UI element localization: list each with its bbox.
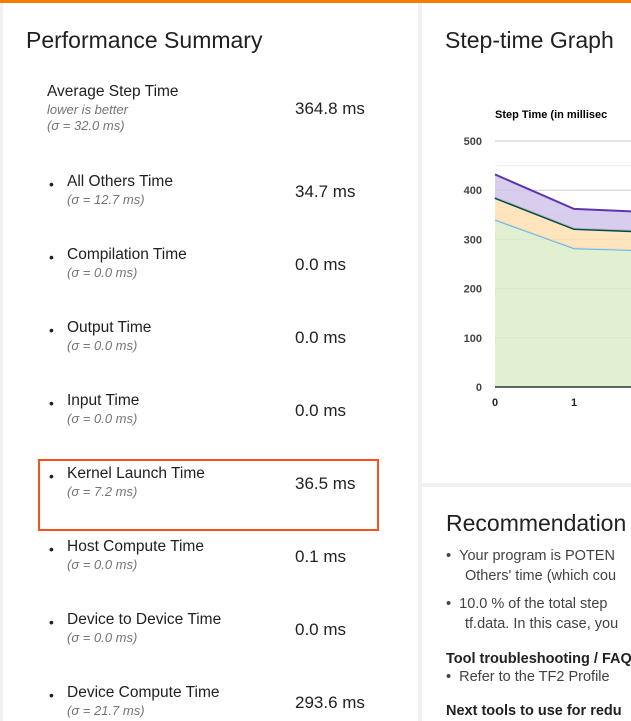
- bullet: •: [49, 541, 54, 557]
- metric-value: 36.5 ms: [295, 474, 356, 493]
- area-series-3: [495, 174, 631, 231]
- metric-value: 34.7 ms: [295, 182, 356, 201]
- metric-sigma: (σ = 0.0 ms): [67, 411, 138, 426]
- metric-sigma: (σ = 0.0 ms): [67, 338, 138, 353]
- metric-name: Input Time: [67, 392, 140, 409]
- bullet: •: [49, 322, 54, 338]
- metric-value: 0.0 ms: [295, 328, 347, 347]
- metric-name: Average Step Time: [47, 83, 179, 100]
- bullet: •: [49, 249, 54, 265]
- summary-title: Performance Summary: [26, 27, 263, 53]
- metric-sigma: (σ = 0.0 ms): [67, 265, 138, 280]
- y-tick-label: 0: [476, 382, 482, 394]
- metric-value: 0.1 ms: [295, 547, 347, 566]
- line-series-3: [494, 173, 631, 213]
- metric-value: 364.8 ms: [295, 99, 365, 118]
- metric-note: lower is better: [47, 102, 128, 117]
- chart-title: Step Time (in millisec: [495, 109, 607, 121]
- bullet: •: [49, 614, 54, 630]
- bullet-line: Your program is POTEN: [459, 548, 615, 564]
- x-tick-label: 0: [492, 397, 498, 409]
- metric-name: Device Compute Time: [67, 684, 220, 701]
- step-time-graph-card: Step-time Graph Step Time (in millisec 0 1…: [422, 3, 631, 483]
- metric-sigma: (σ = 0.0 ms): [67, 557, 138, 572]
- metric-sigma: (σ = 32.0 ms): [47, 118, 125, 133]
- y-tick-label: 100: [464, 333, 482, 345]
- bullet: •: [49, 468, 54, 484]
- bullet: •: [49, 687, 54, 703]
- metric-sigma: (σ = 21.7 ms): [67, 703, 145, 718]
- highlight-box: [38, 459, 379, 531]
- x-tick-label: 1: [571, 397, 577, 409]
- metric-name: Output Time: [67, 319, 152, 336]
- bullet-line: Others' time (which cou: [465, 568, 617, 584]
- step-time-chart: Step Time (in millisec 0 100 200 300 400 500 0 1: [464, 109, 631, 409]
- metric-sigma: (σ = 7.2 ms): [67, 484, 138, 499]
- metric-value: 293.6 ms: [295, 693, 365, 712]
- bullet-line: tf.data. In this case, you: [465, 616, 619, 632]
- metric-value: 0.0 ms: [295, 255, 347, 274]
- recommendation-bullet: • 10.0 % of the total step: [446, 596, 608, 612]
- metric-sigma: (σ = 0.0 ms): [67, 630, 138, 645]
- bullet-line: 10.0 % of the total step: [459, 596, 608, 612]
- recommendation-bullet: • Your program is POTEN: [446, 548, 615, 564]
- metric-name: Host Compute Time: [67, 538, 204, 555]
- graph-title: Step-time Graph: [445, 27, 614, 53]
- area-series-1: [495, 198, 631, 251]
- faq-link: Refer to the TF2 Profile: [459, 669, 610, 685]
- y-tick-label: 400: [464, 185, 482, 197]
- metric-name: All Others Time: [67, 173, 173, 190]
- top-accent-bar: [0, 0, 631, 3]
- faq-heading: Tool troubleshooting / FAQ: [446, 651, 631, 667]
- recommendation-card: Recommendation • Your program is POTEN O…: [422, 487, 631, 721]
- metric-name: Device to Device Time: [67, 611, 222, 628]
- performance-summary-card: Performance Summary Average Step Time lo…: [3, 3, 418, 721]
- metric-name: Kernel Launch Time: [67, 465, 205, 482]
- bullet: •: [49, 176, 54, 192]
- metric-sigma: (σ = 12.7 ms): [67, 192, 145, 207]
- y-tick-label: 500: [464, 136, 482, 148]
- y-tick-label: 200: [464, 284, 482, 296]
- metric-value: 0.0 ms: [295, 401, 347, 420]
- metric-name: Compilation Time: [67, 246, 187, 263]
- area-series-0: [495, 219, 631, 387]
- recommendation-title: Recommendation: [446, 510, 627, 536]
- next-tools-heading: Next tools to use for redu: [446, 703, 622, 719]
- bullet: •: [49, 395, 54, 411]
- faq-bullet[interactable]: • Refer to the TF2 Profile: [446, 669, 610, 685]
- metric-value: 0.0 ms: [295, 620, 347, 639]
- y-tick-label: 300: [464, 234, 482, 246]
